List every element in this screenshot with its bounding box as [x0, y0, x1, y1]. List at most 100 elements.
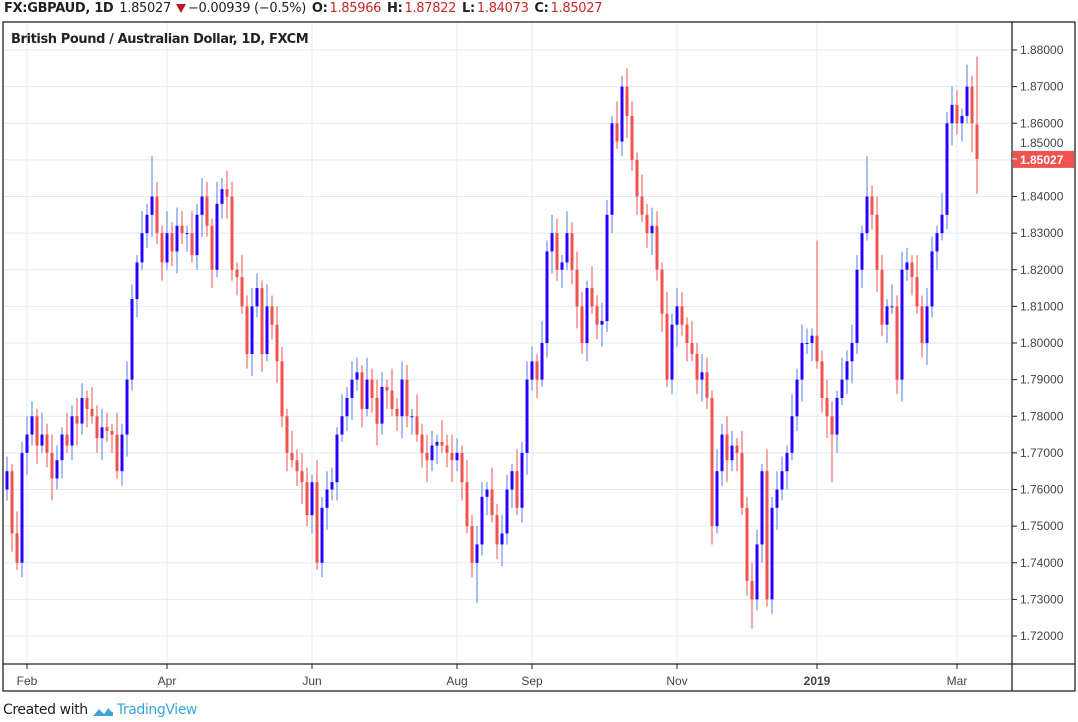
candle-body	[190, 233, 194, 256]
candle-up	[140, 211, 144, 270]
time-axis[interactable]: Feb Apr Jun Aug Sep Nov 2019 Mar	[17, 664, 968, 688]
candle-body	[105, 427, 109, 431]
candle-body	[400, 379, 404, 417]
candle-up	[320, 496, 324, 578]
candle-body	[650, 225, 654, 234]
candle-body	[785, 452, 789, 472]
candle-up	[145, 203, 149, 248]
candle-down	[105, 412, 109, 442]
candle-body	[430, 445, 434, 461]
candle-up	[310, 474, 314, 534]
candle-down	[535, 353, 539, 398]
candle-down	[705, 357, 709, 409]
open-value: 1.85966	[329, 1, 382, 16]
candle-down	[385, 379, 389, 409]
candle-body	[635, 159, 639, 197]
candle-up	[195, 203, 199, 270]
candle-body	[630, 115, 634, 160]
candle-body	[760, 471, 764, 545]
candle-down	[240, 255, 244, 314]
footer[interactable]: Created with TradingView	[3, 702, 197, 718]
y-tick-label: 1.82000	[1020, 263, 1064, 277]
price-axis[interactable]: 1.72000 1.73000 1.74000 1.75000 1.76000 1.770…	[1012, 43, 1064, 643]
candle-body	[750, 581, 754, 600]
candle-down	[695, 343, 699, 395]
candle-body	[765, 471, 769, 600]
tradingview-link[interactable]: TradingView	[116, 702, 198, 718]
candle-down	[235, 262, 239, 296]
y-tick-label: 1.81000	[1020, 299, 1064, 313]
candle-down	[45, 423, 49, 468]
candle-body	[315, 482, 319, 563]
candle-down	[765, 449, 769, 607]
candle-body	[500, 533, 504, 545]
candle-down	[710, 390, 714, 545]
candle-up	[165, 211, 169, 270]
last-price: 1.85027	[119, 1, 171, 16]
y-tick-label: 1.85000	[1020, 136, 1064, 150]
candle-body	[880, 269, 884, 325]
candle-down	[640, 174, 644, 223]
candle-up	[430, 430, 434, 472]
candle-up	[560, 255, 564, 289]
candle-up	[480, 482, 484, 556]
candle-body	[945, 123, 949, 215]
candle-body	[410, 416, 414, 418]
candle-body	[790, 416, 794, 453]
candle-down	[685, 317, 689, 362]
candle-body	[645, 214, 649, 234]
candle-body	[215, 203, 219, 270]
candle-body	[70, 416, 74, 446]
candle-down	[10, 463, 14, 552]
candle-up	[505, 474, 509, 545]
candle-up	[715, 449, 719, 534]
y-tick-label: 1.88000	[1020, 43, 1064, 57]
candle-body	[740, 452, 744, 508]
candle-body	[395, 408, 399, 417]
candle-down	[570, 222, 574, 285]
candle-down	[445, 434, 449, 468]
candle-up	[215, 181, 219, 278]
candle-down	[295, 449, 299, 486]
candle-body	[120, 434, 124, 472]
candle-up	[20, 441, 24, 578]
candle-body	[625, 86, 629, 116]
candle-up	[200, 178, 204, 237]
open-label: O:	[311, 1, 328, 16]
candle-body	[490, 489, 494, 516]
candle-body	[705, 372, 709, 398]
candle-down	[230, 181, 234, 281]
candle-body	[30, 416, 34, 435]
candle-up	[350, 361, 354, 420]
candle-body	[195, 214, 199, 256]
candle-up	[120, 423, 124, 486]
candle-body	[160, 233, 164, 263]
candle-up	[795, 368, 799, 431]
last-price-label: 1.85027	[1020, 153, 1064, 167]
candle-body	[385, 386, 389, 391]
candle-down	[825, 379, 829, 439]
candle-down	[955, 90, 959, 135]
candle-down	[830, 401, 834, 483]
created-with-label: Created with	[3, 702, 88, 718]
candle-body	[845, 361, 849, 380]
candle-down	[880, 255, 884, 336]
candle-body	[245, 306, 249, 354]
candle-up	[330, 467, 334, 501]
candle-up	[900, 251, 904, 402]
candle-body	[965, 86, 969, 116]
candle-body	[460, 452, 464, 483]
candle-up	[500, 515, 504, 567]
candle-down	[160, 225, 164, 281]
candle-down	[115, 412, 119, 479]
candle-down	[660, 262, 664, 333]
candle-down	[580, 291, 584, 354]
candle-up	[100, 408, 104, 461]
candle-body	[615, 123, 619, 142]
candle-body	[970, 86, 974, 124]
candle-body	[440, 441, 444, 446]
candle-down	[15, 511, 19, 571]
candle-body	[90, 408, 94, 417]
chart-border	[2, 21, 1076, 692]
